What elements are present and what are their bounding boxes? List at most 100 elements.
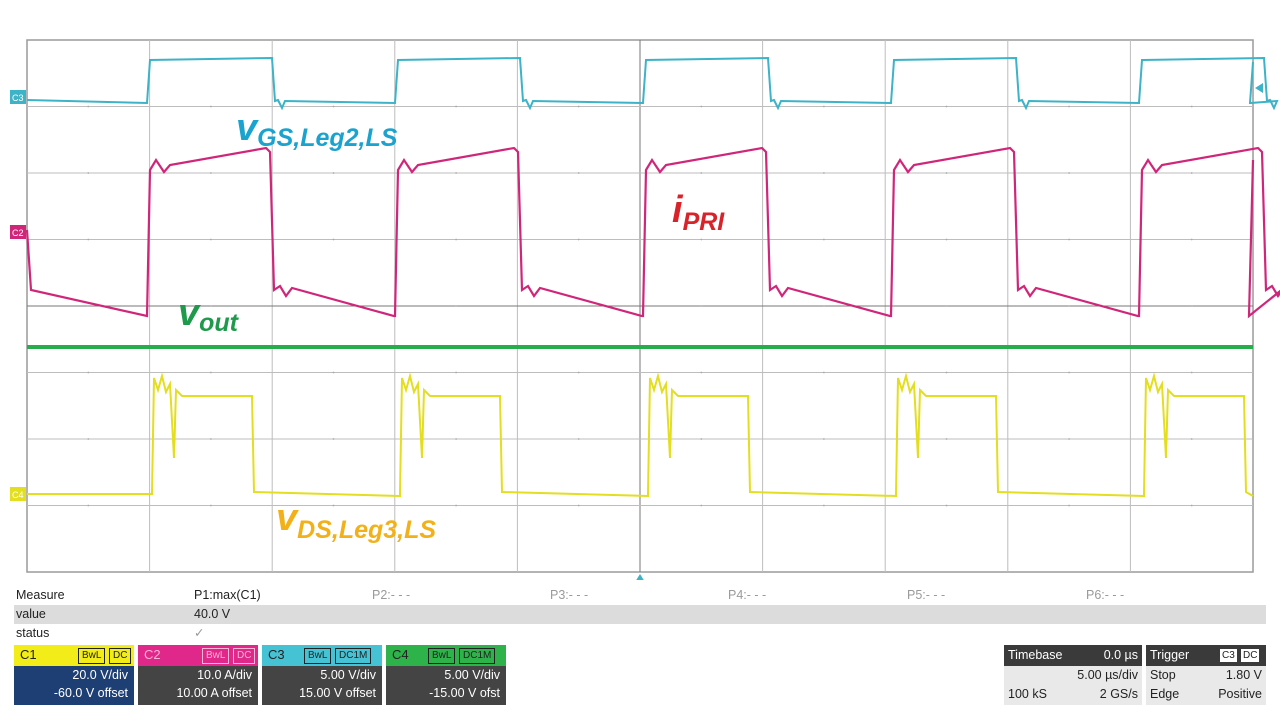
grid-dot [1190, 172, 1193, 174]
grid-dot [823, 305, 825, 307]
grid-dot [332, 105, 335, 108]
timebase-samples: 100 kS [1008, 687, 1047, 701]
grid-dot [87, 105, 90, 108]
grid-dot [455, 238, 457, 241]
channel-c1-box[interactable]: C1 BwL DC 20.0 V/div -60.0 V offset [14, 645, 134, 705]
channel-c3-offset: 15.00 V offset [299, 686, 376, 700]
grid-dot [823, 504, 825, 507]
channel-c4-bwl-tag: BwL [428, 648, 456, 664]
timebase-title: Timebase [1008, 648, 1063, 662]
grid-dot [945, 438, 948, 440]
grid-dot [945, 105, 948, 108]
channel-c4-coupling-tag: DC1M [459, 648, 496, 664]
marker-c4: C4 [10, 487, 26, 501]
grid-dot [332, 438, 335, 440]
grid-dot [210, 305, 212, 307]
vds-label: vDS,Leg3,LS [276, 497, 436, 544]
channel-c2-box[interactable]: C2 BwL DC 10.0 A/div 10.00 A offset [138, 645, 258, 705]
grid-dot [455, 172, 457, 174]
grid-dot [823, 438, 825, 440]
grid-dot [577, 371, 580, 374]
timebase-box[interactable]: Timebase 0.0 µs 5.00 µs/div 100 kS 2 GS/… [1004, 645, 1142, 705]
marker-c2-bg [10, 225, 26, 239]
timebase-line-2: 100 kS 2 GS/s [1004, 685, 1142, 704]
grid-dot [577, 172, 580, 174]
vgs-label: vGS,Leg2,LS [236, 107, 398, 152]
channel-c2-name: C2 [144, 647, 161, 662]
channel-c4-box[interactable]: C4 BwL DC1M 5.00 V/div -15.00 V ofst [386, 645, 506, 705]
channel-c2-header: C2 BwL DC [138, 645, 258, 666]
grid-dot [1190, 238, 1193, 241]
grid-dot [87, 504, 90, 507]
grid-dot [945, 504, 948, 507]
channel-c1-settings: 20.0 V/div -60.0 V offset [14, 666, 134, 705]
trigger-source: C3 [1220, 649, 1237, 662]
grid-dot [700, 371, 703, 374]
timebase-tdiv: 5.00 µs/div [1077, 668, 1138, 682]
marker-c3-text: C3 [12, 93, 24, 103]
measure-header: Measure [16, 588, 65, 602]
trigger-title: Trigger [1150, 648, 1190, 662]
trigger-slope: Positive [1218, 687, 1262, 701]
grid-dot [945, 305, 948, 307]
grid-dot [1068, 305, 1070, 307]
grid-dot [455, 105, 457, 108]
marker-c4-bg [10, 487, 26, 501]
grid-dot [1068, 371, 1070, 374]
channel-c2-settings: 10.0 A/div 10.00 A offset [138, 666, 258, 705]
trigger-level-marker [1255, 83, 1263, 93]
channel-c3-box[interactable]: C3 BwL DC1M 5.00 V/div 15.00 V offset [262, 645, 382, 705]
ipri-label: iPRI [672, 189, 725, 236]
grid-dot [210, 172, 212, 174]
param-p1[interactable]: P1:max(C1) [194, 588, 261, 602]
timebase-line-1: 5.00 µs/div [1004, 666, 1142, 685]
param-p5[interactable]: P5:- - - [907, 588, 946, 602]
grid-dot [700, 105, 703, 108]
channel-c2-coupling-tag: DC [233, 648, 256, 664]
grid-dot [700, 238, 703, 241]
param-p1-value: 40.0 V [194, 607, 231, 621]
vout-label: vout [178, 292, 240, 337]
grid-dot [945, 371, 948, 374]
param-p2[interactable]: P2:- - - [372, 588, 411, 602]
grid-dot [210, 371, 212, 374]
timebase-rate: 2 GS/s [1099, 687, 1138, 701]
grid-dot [87, 371, 90, 374]
grid-dot [332, 172, 335, 174]
trigger-type: Edge [1150, 687, 1180, 701]
status-check-icon: ✓ [194, 626, 205, 640]
channel-c3-settings: 5.00 V/div 15.00 V offset [262, 666, 382, 705]
timebase-delay: 0.0 µs [1103, 648, 1138, 662]
trace-c3-vgs [26, 56, 1279, 111]
param-p4[interactable]: P4:- - - [728, 588, 767, 602]
grid-dot [577, 305, 580, 307]
grid-dot [87, 172, 90, 174]
measure-header-row: Measure P1:max(C1) P2:- - - P3:- - - P4:… [14, 586, 1266, 605]
trigger-mode: Stop [1150, 668, 1176, 682]
channel-c3-coupling-tag: DC1M [335, 648, 372, 664]
grid-dot [1068, 438, 1070, 440]
param-p6[interactable]: P6:- - - [1086, 588, 1125, 602]
marker-c3: C3 [10, 90, 26, 104]
trigger-header: Trigger C3 DC [1146, 645, 1266, 666]
waveforms [25, 56, 1280, 498]
channel-c4-settings: 5.00 V/div -15.00 V ofst [386, 666, 506, 705]
channel-c3-bwl-tag: BwL [304, 648, 332, 664]
trigger-box[interactable]: Trigger C3 DC Stop 1.80 V Edge Positive [1146, 645, 1266, 705]
grid-dot [577, 238, 580, 241]
param-p3[interactable]: P3:- - - [550, 588, 589, 602]
grid-dot [210, 238, 212, 241]
grid-dot [1190, 371, 1193, 374]
grid-dot [455, 438, 457, 440]
grid-dot [945, 238, 948, 241]
grid-dot [1068, 238, 1070, 241]
trigger-coupling: DC [1241, 649, 1260, 662]
grid-dot [700, 172, 703, 174]
grid-dot [823, 238, 825, 241]
marker-c3-bg [10, 90, 26, 104]
grid-dot [210, 105, 212, 108]
grid-dot [455, 371, 457, 374]
grid-dot [823, 172, 825, 174]
grid-dot [577, 504, 580, 507]
grid-dot [1190, 305, 1193, 307]
